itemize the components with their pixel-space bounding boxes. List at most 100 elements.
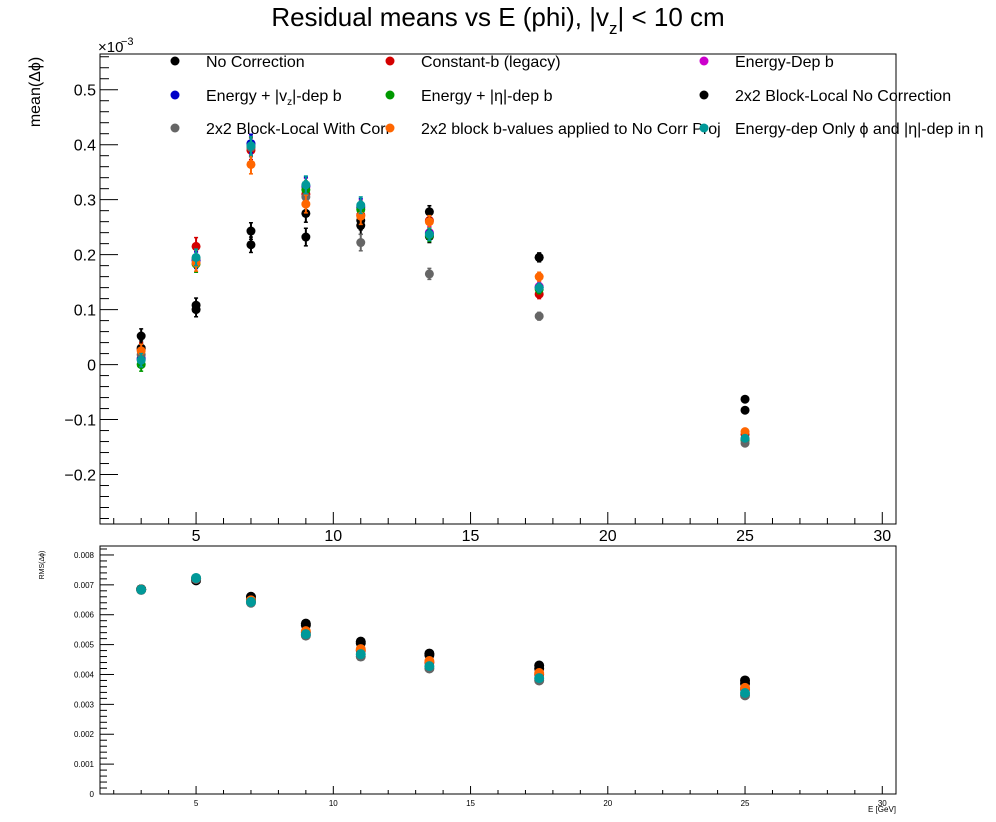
x-tick-label: 25 bbox=[741, 799, 750, 808]
series-bottom-3 bbox=[136, 573, 751, 693]
data-point bbox=[534, 272, 544, 282]
data-point bbox=[136, 355, 146, 365]
y-tick-label: 0.008 bbox=[74, 551, 95, 560]
x-tick-label: 15 bbox=[466, 799, 475, 808]
y-tick-label: 0 bbox=[90, 790, 95, 799]
data-point bbox=[740, 433, 750, 443]
axis-exponent: ×10 bbox=[98, 39, 123, 56]
data-point bbox=[301, 199, 311, 209]
data-point bbox=[245, 596, 256, 607]
data-point bbox=[136, 346, 146, 356]
data-point bbox=[424, 207, 434, 217]
series-bottom-0 bbox=[136, 575, 751, 686]
y-tick-label: 0.006 bbox=[74, 611, 95, 620]
data-point bbox=[424, 229, 434, 239]
chart-title: Residual means vs E (phi), |vz| < 10 cm bbox=[0, 2, 996, 38]
x-tick-label: 5 bbox=[192, 528, 201, 545]
data-point bbox=[740, 427, 750, 437]
legend-label: 2x2 Block-Local No Correction bbox=[735, 88, 951, 105]
y-tick-label: −0.2 bbox=[64, 468, 96, 485]
series-top-2 bbox=[136, 134, 750, 444]
y-tick-label: −0.1 bbox=[64, 413, 96, 430]
legend-entry: Energy + |vz|-dep b bbox=[170, 88, 342, 108]
axis-exponent-power: −3 bbox=[121, 36, 134, 48]
title-main: Residual means vs E (phi), |v bbox=[271, 2, 609, 32]
x-tick-label: 20 bbox=[599, 528, 617, 545]
data-point bbox=[356, 200, 366, 210]
legend-entry: Energy + |η|-dep b bbox=[385, 88, 553, 105]
legend-entry: 2x2 block b-values applied to No Corr Pr… bbox=[385, 121, 721, 138]
series-top-1 bbox=[136, 140, 750, 439]
series-top-8 bbox=[136, 135, 750, 443]
x-tick-label: 25 bbox=[736, 528, 754, 545]
data-point bbox=[356, 221, 366, 231]
series-top-7 bbox=[136, 154, 750, 437]
data-point bbox=[246, 159, 256, 169]
x-tick-label: 5 bbox=[194, 799, 199, 808]
data-point bbox=[740, 405, 750, 415]
title-tail: | < 10 cm bbox=[617, 2, 725, 32]
data-point bbox=[424, 661, 435, 672]
y-tick-label: 0.002 bbox=[74, 730, 95, 739]
x-tick-label: 20 bbox=[603, 799, 612, 808]
legend-entry: 2x2 Block-Local With Corr bbox=[170, 121, 392, 138]
data-point bbox=[191, 241, 201, 251]
data-point bbox=[301, 180, 311, 190]
x-axis-label: E [GeV] bbox=[868, 805, 896, 814]
y-tick-label: 0.5 bbox=[74, 83, 96, 100]
data-point bbox=[191, 572, 202, 583]
y-tick-label: 0.003 bbox=[74, 700, 95, 709]
y-tick-label: 0.004 bbox=[74, 670, 95, 679]
series-top-0 bbox=[136, 210, 750, 404]
y-tick-label: 0.007 bbox=[74, 581, 95, 590]
legend-marker bbox=[699, 90, 709, 100]
y-tick-label: 0.1 bbox=[74, 303, 96, 320]
legend-label: Energy + |η|-dep b bbox=[421, 88, 553, 105]
data-point bbox=[191, 252, 201, 262]
y-tick-label: 0.4 bbox=[74, 138, 96, 155]
series-bottom-4 bbox=[136, 573, 751, 701]
data-point bbox=[424, 217, 434, 227]
x-tick-label: 15 bbox=[462, 528, 480, 545]
series-top-4 bbox=[136, 136, 750, 445]
data-point bbox=[534, 252, 544, 262]
data-point bbox=[740, 394, 750, 404]
legend-marker bbox=[170, 90, 180, 100]
legend-marker bbox=[170, 123, 180, 133]
legend-marker bbox=[385, 90, 395, 100]
legend-marker bbox=[170, 56, 180, 66]
legend: No Correction Constant-b (legacy) Energy-D… bbox=[170, 54, 984, 138]
legend-label: Energy + |vz|-dep b bbox=[206, 88, 342, 108]
legend-entry: No Correction bbox=[170, 54, 305, 71]
data-point bbox=[534, 311, 544, 321]
x-tick-label: 10 bbox=[329, 799, 338, 808]
y-axis-label: RMS(Δϕ) bbox=[39, 551, 46, 580]
x-tick-label: 30 bbox=[873, 528, 891, 545]
legend-entry: Energy-Dep b bbox=[699, 54, 834, 71]
series-bottom-1 bbox=[136, 573, 751, 689]
data-point bbox=[301, 232, 311, 242]
y-tick-label: 0 bbox=[87, 358, 96, 375]
data-point bbox=[355, 649, 366, 660]
legend-label: Constant-b (legacy) bbox=[421, 54, 561, 71]
data-point bbox=[246, 141, 256, 151]
y-axis-label: mean(Δϕ) bbox=[27, 57, 44, 127]
plot-top: 5 10 15 20 25 30 −0.2 −0.1 0 0.1 0.2 0.3 0.4 0.5 mean(… bbox=[27, 36, 897, 545]
y-tick-label: 0.001 bbox=[74, 760, 95, 769]
data-point bbox=[136, 331, 146, 341]
legend-label: Energy-Dep b bbox=[735, 54, 834, 71]
series-top-3 bbox=[136, 133, 750, 444]
legend-entry: Constant-b (legacy) bbox=[385, 54, 561, 71]
series-top-5 bbox=[136, 203, 750, 415]
data-point bbox=[246, 240, 256, 250]
legend-label: Energy-dep Only ϕ and |η|-dep in η bbox=[735, 121, 984, 138]
legend-label: 2x2 block b-values applied to No Corr Pr… bbox=[421, 121, 721, 138]
data-point bbox=[356, 211, 366, 221]
x-tick-label: 30 bbox=[878, 799, 887, 808]
data-point bbox=[534, 673, 545, 684]
series-top-6 bbox=[136, 137, 750, 448]
legend-entry: Energy-dep Only ϕ and |η|-dep in η bbox=[699, 121, 984, 138]
data-point bbox=[424, 269, 434, 279]
title-subscript: z bbox=[608, 19, 618, 38]
